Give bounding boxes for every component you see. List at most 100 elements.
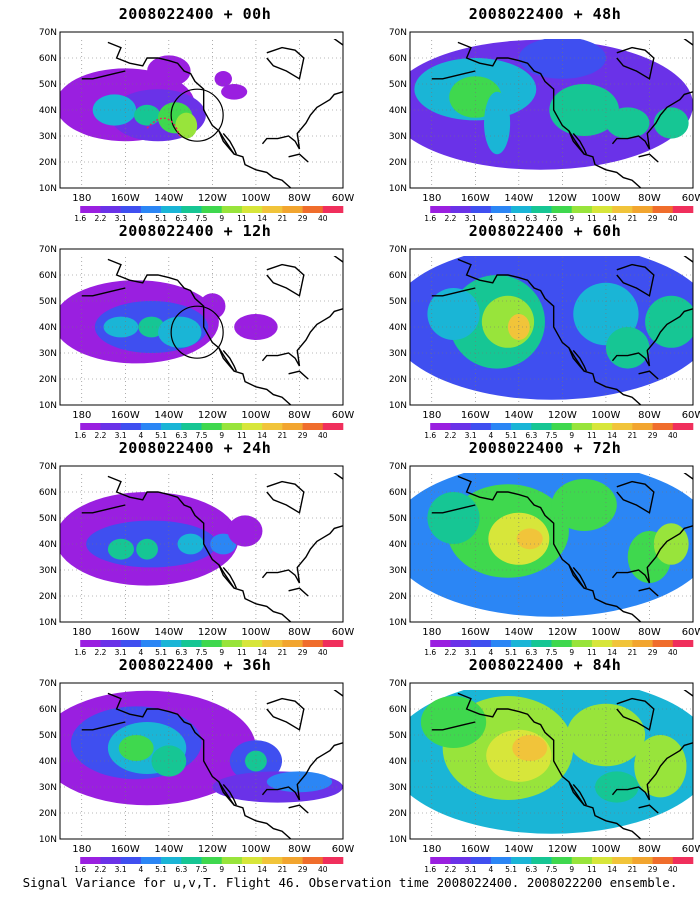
colorbar-label: 11 — [237, 865, 247, 874]
colorbar-swatch — [302, 423, 324, 430]
map-frame — [409, 682, 694, 840]
lon-tick-label: 80W — [638, 193, 661, 204]
colorbar-swatch — [140, 640, 162, 647]
lat-tick-label: 50N — [389, 731, 407, 741]
coastline — [81, 721, 126, 731]
colorbar-label: 1.6 — [74, 214, 86, 223]
colorbar-swatch — [140, 857, 162, 864]
lon-tick-label: 60W — [332, 410, 355, 421]
colorbar-swatch — [571, 857, 593, 864]
colorbar-swatch — [262, 206, 283, 213]
colorbar-swatch — [100, 857, 121, 864]
lon-tick-label: 180 — [422, 627, 441, 638]
lat-tick-label: 50N — [389, 297, 407, 307]
lat-tick-label: 50N — [389, 80, 407, 90]
colorbar-swatch — [612, 857, 633, 864]
coastline — [457, 41, 642, 189]
lon-tick-label: 140W — [154, 627, 183, 638]
colorbar-swatch — [612, 423, 633, 430]
colorbar-label: 3.1 — [115, 431, 127, 440]
colorbar-label: 14 — [257, 214, 267, 223]
colorbar-label: 11 — [587, 214, 597, 223]
variance-region — [136, 538, 158, 560]
coastline — [107, 258, 292, 406]
lat-tick-label: 40N — [389, 323, 407, 333]
colorbar-label: 29 — [298, 431, 308, 440]
colorbar-swatch — [322, 857, 344, 864]
colorbar-swatch — [282, 640, 303, 647]
lon-tick-label: 100W — [241, 844, 270, 855]
colorbar-label: 21 — [628, 431, 638, 440]
colorbar-label: 9 — [219, 865, 224, 874]
colorbar-label: 4 — [138, 214, 143, 223]
colorbar-label: 11 — [587, 648, 597, 657]
observation-circle — [170, 305, 224, 359]
colorbar-swatch — [571, 206, 593, 213]
map-plot: 10N 20N 30N 40N 50N 60N 70N 180 160W 140W 120W 100W… — [389, 679, 700, 874]
lat-tick-label: 60N — [389, 271, 407, 281]
map-frame — [409, 31, 694, 189]
colorbar-label: 11 — [587, 431, 597, 440]
colorbar-swatch — [181, 423, 202, 430]
colorbar-swatch — [120, 423, 142, 430]
lon-tick-label: 100W — [241, 193, 270, 204]
map-plot: 10N 20N 30N 40N 50N 60N 70N 180 160W 140W 120W 100W… — [389, 245, 700, 440]
map-panel-60h: 2008022400 + 60h 10N 20N 30N 40N 50N 60N 70N 180… — [380, 222, 700, 440]
lon-tick-label: 120W — [198, 410, 227, 421]
shaded-field — [60, 473, 343, 623]
colorbar-swatch — [410, 640, 431, 647]
colorbar-swatch — [551, 640, 573, 647]
colorbar-label: 40 — [318, 431, 328, 440]
coastline — [222, 349, 237, 372]
coastline — [81, 504, 126, 514]
colorbar-swatch — [450, 206, 471, 213]
lat-tick-label: 20N — [39, 809, 57, 819]
colorbar-label: 11 — [237, 431, 247, 440]
lat-tick-label: 10N — [389, 184, 407, 194]
colorbar-swatch — [221, 640, 243, 647]
colorbar-label: 5.1 — [505, 214, 517, 223]
coastline — [107, 692, 292, 840]
colorbar-swatch — [652, 640, 674, 647]
lon-tick-label: 60W — [682, 193, 700, 204]
panel-title: 2008022400 + 72h — [468, 439, 622, 457]
colorbar-swatch — [201, 640, 223, 647]
lat-tick-label: 60N — [389, 54, 407, 64]
map-panel-84h: 2008022400 + 84h 10N 20N 30N 40N 50N 60N 70N 180… — [380, 656, 700, 874]
panel-title: 2008022400 + 00h — [118, 5, 272, 23]
colorbar-swatch — [120, 206, 142, 213]
coastline — [611, 308, 693, 367]
flight-track — [146, 117, 181, 137]
lat-tick-label: 70N — [39, 28, 57, 38]
coastline — [611, 91, 693, 150]
lat-tick-label: 70N — [39, 245, 57, 255]
colorbar-swatch — [430, 640, 451, 647]
colorbar-label: 1.6 — [424, 865, 436, 874]
colorbar-swatch — [571, 423, 593, 430]
lon-tick-label: 140W — [504, 410, 533, 421]
coastline — [222, 566, 237, 589]
panel-title: 2008022400 + 24h — [118, 439, 272, 457]
colorbar-swatch — [322, 640, 344, 647]
coastline — [638, 153, 659, 163]
lon-tick-label: 180 — [72, 627, 91, 638]
lon-tick-label: 140W — [504, 844, 533, 855]
lat-tick-label: 20N — [39, 158, 57, 168]
shaded-field — [410, 473, 693, 623]
colorbar-label: 2.2 — [94, 214, 106, 223]
panel-title: 2008022400 + 36h — [118, 656, 272, 674]
lon-tick-label: 120W — [198, 627, 227, 638]
colorbar-swatch — [80, 206, 101, 213]
variance-region — [420, 696, 487, 748]
coastline — [431, 721, 476, 731]
coastline — [222, 132, 237, 155]
variance-region — [427, 492, 480, 544]
shaded-field — [410, 690, 693, 840]
colorbar-label: 7.5 — [196, 431, 208, 440]
colorbar-swatch — [60, 206, 81, 213]
colorbar-label: 9 — [569, 865, 574, 874]
coastline — [572, 132, 587, 155]
coastline — [288, 153, 309, 163]
variance-region — [645, 295, 693, 348]
colorbar-label: 9 — [219, 214, 224, 223]
